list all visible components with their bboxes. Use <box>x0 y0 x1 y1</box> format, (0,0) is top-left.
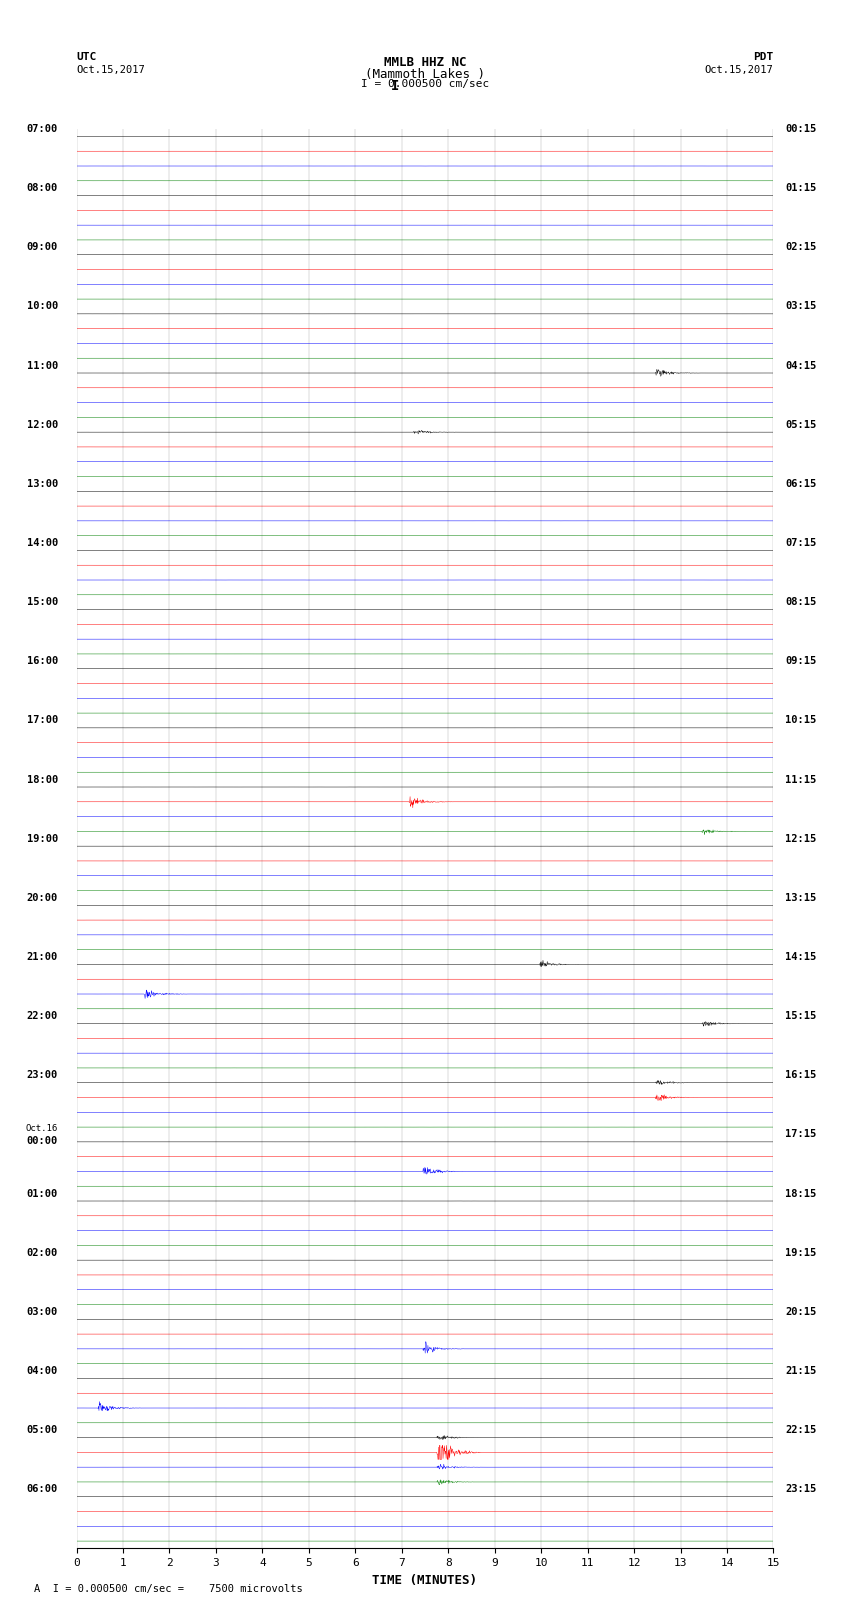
Text: 08:00: 08:00 <box>26 184 58 194</box>
Text: 10:00: 10:00 <box>26 302 58 311</box>
Text: 15:15: 15:15 <box>785 1011 816 1021</box>
Text: 03:00: 03:00 <box>26 1307 58 1316</box>
Text: 11:15: 11:15 <box>785 774 816 784</box>
Text: Oct.15,2017: Oct.15,2017 <box>76 65 145 74</box>
Text: 04:15: 04:15 <box>785 361 816 371</box>
Text: 05:00: 05:00 <box>26 1426 58 1436</box>
Text: 18:15: 18:15 <box>785 1189 816 1198</box>
Text: 00:00: 00:00 <box>26 1136 58 1145</box>
Text: 20:15: 20:15 <box>785 1307 816 1316</box>
Text: 15:00: 15:00 <box>26 597 58 606</box>
Text: 07:15: 07:15 <box>785 539 816 548</box>
Text: 02:00: 02:00 <box>26 1248 58 1258</box>
Text: 00:15: 00:15 <box>785 124 816 134</box>
Text: UTC: UTC <box>76 52 97 61</box>
Text: 11:00: 11:00 <box>26 361 58 371</box>
Text: 16:15: 16:15 <box>785 1071 816 1081</box>
Text: 17:00: 17:00 <box>26 716 58 726</box>
Text: 07:00: 07:00 <box>26 124 58 134</box>
Text: 03:15: 03:15 <box>785 302 816 311</box>
Text: 05:15: 05:15 <box>785 419 816 429</box>
Text: 21:00: 21:00 <box>26 952 58 961</box>
Text: MMLB HHZ NC: MMLB HHZ NC <box>383 56 467 69</box>
Text: 10:15: 10:15 <box>785 716 816 726</box>
Text: 08:15: 08:15 <box>785 597 816 606</box>
Text: 22:15: 22:15 <box>785 1426 816 1436</box>
X-axis label: TIME (MINUTES): TIME (MINUTES) <box>372 1574 478 1587</box>
Text: 18:00: 18:00 <box>26 774 58 784</box>
Text: 06:15: 06:15 <box>785 479 816 489</box>
Text: 14:15: 14:15 <box>785 952 816 961</box>
Text: 23:00: 23:00 <box>26 1071 58 1081</box>
Text: 01:15: 01:15 <box>785 184 816 194</box>
Text: 14:00: 14:00 <box>26 539 58 548</box>
Text: I: I <box>391 79 399 94</box>
Text: 20:00: 20:00 <box>26 894 58 903</box>
Text: 23:15: 23:15 <box>785 1484 816 1494</box>
Text: Oct.15,2017: Oct.15,2017 <box>705 65 774 74</box>
Text: 19:15: 19:15 <box>785 1248 816 1258</box>
Text: 06:00: 06:00 <box>26 1484 58 1494</box>
Text: I = 0.000500 cm/sec: I = 0.000500 cm/sec <box>361 79 489 89</box>
Text: 02:15: 02:15 <box>785 242 816 252</box>
Text: (Mammoth Lakes ): (Mammoth Lakes ) <box>365 68 485 81</box>
Text: 01:00: 01:00 <box>26 1189 58 1198</box>
Text: A  I = 0.000500 cm/sec =    7500 microvolts: A I = 0.000500 cm/sec = 7500 microvolts <box>34 1584 303 1594</box>
Text: 09:00: 09:00 <box>26 242 58 252</box>
Text: 16:00: 16:00 <box>26 656 58 666</box>
Text: 17:15: 17:15 <box>785 1129 816 1139</box>
Text: 21:15: 21:15 <box>785 1366 816 1376</box>
Text: Oct.16: Oct.16 <box>26 1124 58 1132</box>
Text: 12:15: 12:15 <box>785 834 816 844</box>
Text: 22:00: 22:00 <box>26 1011 58 1021</box>
Text: 09:15: 09:15 <box>785 656 816 666</box>
Text: 13:15: 13:15 <box>785 894 816 903</box>
Text: 13:00: 13:00 <box>26 479 58 489</box>
Text: PDT: PDT <box>753 52 774 61</box>
Text: 12:00: 12:00 <box>26 419 58 429</box>
Text: 19:00: 19:00 <box>26 834 58 844</box>
Text: 04:00: 04:00 <box>26 1366 58 1376</box>
